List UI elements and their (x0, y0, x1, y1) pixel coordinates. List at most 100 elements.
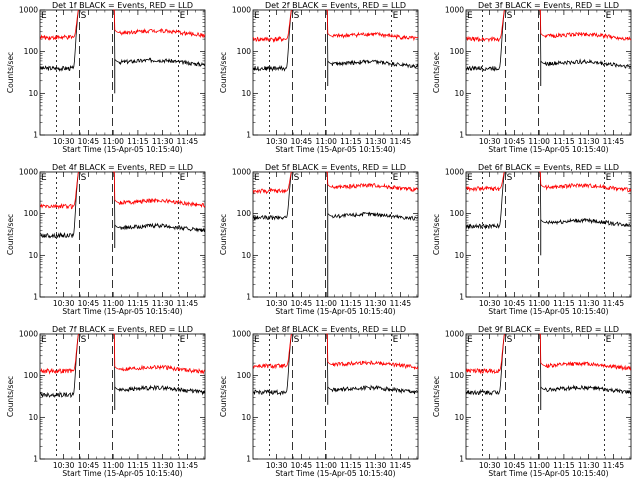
x-tick-label: 11:00 (315, 137, 337, 146)
y-tick-label: 1 (246, 455, 251, 464)
series-lld-pre (39, 171, 79, 210)
y-tick-label: 100 (237, 47, 252, 56)
series-lld-pre (40, 333, 79, 375)
series-lld-post (326, 9, 419, 42)
x-tick-label: 10:30 (479, 461, 501, 470)
plot-frame (252, 333, 419, 460)
marker-label-end: E (606, 173, 612, 183)
y-tick-label: 1 (33, 293, 38, 302)
marker-label-left: E (467, 11, 473, 21)
x-tick-label: 10:45 (504, 299, 526, 308)
marker-label-end: E (180, 173, 186, 183)
series-events-post (539, 333, 632, 396)
y-tick-label: 1 (459, 131, 464, 140)
x-axis-label: Start Time (15-Apr-05 10:15:40) (488, 307, 608, 316)
y-axis-label: Counts/sec (432, 214, 441, 255)
plot-frame (39, 333, 206, 460)
series-events-post (539, 171, 632, 228)
x-tick-label: 10:30 (266, 299, 288, 308)
x-tick-label: 10:45 (291, 299, 313, 308)
x-tick-label: 11:45 (603, 299, 625, 308)
y-tick-label: 10 (28, 251, 38, 260)
series-events-post (113, 171, 206, 233)
series-events-pre (253, 333, 292, 397)
x-axis-label: Start Time (15-Apr-05 10:15:40) (488, 145, 608, 154)
panel-det-9: Det 9f BLACK = Events, RED = LLD 1 10 100 10… (432, 325, 632, 478)
x-tick-label: 11:00 (528, 137, 550, 146)
series-lld-pre (252, 9, 292, 43)
y-axis-label: Counts/sec (6, 52, 15, 93)
y-tick-label: 1 (33, 455, 38, 464)
marker-label-start: S (81, 11, 87, 21)
panel-det-8: Det 8f BLACK = Events, RED = LLD 1 10 100 10… (219, 325, 419, 478)
x-tick-label: 11:00 (315, 461, 337, 470)
x-tick-label: 10:30 (53, 299, 75, 308)
y-tick-label: 1 (459, 455, 464, 464)
x-tick-label: 11:30 (152, 299, 174, 308)
x-axis-label: Start Time (15-Apr-05 10:15:40) (275, 469, 395, 478)
plot-frame (252, 9, 419, 136)
y-tick-label: 100 (24, 371, 39, 380)
y-tick-label: 1000 (445, 330, 464, 339)
x-tick-label: 10:45 (291, 461, 313, 470)
panel-title: Det 5f BLACK = Events, RED = LLD (265, 163, 406, 172)
x-tick-label: 11:30 (365, 461, 387, 470)
series-lld-post (113, 333, 206, 375)
panel-det-5: Det 5f BLACK = Events, RED = LLD 1 10 100 10… (219, 163, 419, 316)
y-tick-label: 1000 (232, 168, 251, 177)
y-tick-label: 10 (241, 89, 251, 98)
x-tick-label: 11:45 (390, 461, 412, 470)
x-tick-label: 10:45 (78, 137, 100, 146)
series-lld-pre (466, 9, 505, 43)
x-tick-label: 10:30 (266, 137, 288, 146)
panel-det-6: Det 6f BLACK = Events, RED = LLD 1 10 100 10… (432, 163, 632, 316)
x-axis-label: Start Time (15-Apr-05 10:15:40) (275, 145, 395, 154)
series-lld-post (539, 9, 632, 42)
marker-label-left: E (254, 11, 260, 21)
x-tick-label: 11:45 (390, 299, 412, 308)
x-axis-label: Start Time (15-Apr-05 10:15:40) (62, 469, 182, 478)
marker-label-start: S (507, 335, 513, 345)
x-tick-label: 10:30 (479, 137, 501, 146)
marker-label-start: S (294, 173, 300, 183)
y-tick-label: 10 (241, 413, 251, 422)
y-tick-label: 100 (450, 209, 465, 218)
plot-frame (465, 333, 632, 460)
y-tick-label: 1000 (19, 168, 38, 177)
panel-det-7: Det 7f BLACK = Events, RED = LLD 1 10 100 10… (6, 325, 206, 478)
x-tick-label: 11:45 (390, 137, 412, 146)
marker-label-start: S (507, 11, 513, 21)
y-axis-label: Counts/sec (219, 52, 228, 93)
x-tick-label: 11:30 (152, 137, 174, 146)
series-lld-post (539, 171, 632, 193)
x-tick-label: 10:45 (78, 461, 100, 470)
series-lld-pre (465, 333, 505, 375)
panel-title: Det 8f BLACK = Events, RED = LLD (265, 325, 406, 334)
y-tick-label: 1000 (232, 6, 251, 15)
y-axis-label: Counts/sec (219, 214, 228, 255)
x-tick-label: 11:00 (102, 299, 124, 308)
series-events-pre (39, 333, 79, 399)
series-lld-post (539, 333, 632, 371)
y-tick-label: 100 (237, 209, 252, 218)
panel-det-2: Det 2f BLACK = Events, RED = LLD 1 10 100 10… (219, 1, 419, 154)
plot-frame (252, 171, 419, 298)
series-lld-pre (39, 9, 79, 41)
x-tick-label: 10:45 (504, 461, 526, 470)
series-events-pre (252, 171, 292, 221)
x-tick-label: 11:45 (177, 461, 199, 470)
x-tick-label: 11:15 (340, 461, 362, 470)
series-events-post (539, 9, 632, 69)
y-tick-label: 10 (454, 89, 464, 98)
marker-label-end: E (180, 11, 186, 21)
x-tick-label: 11:15 (127, 299, 149, 308)
marker-label-end: E (180, 335, 186, 345)
series-events-pre (465, 171, 505, 230)
series-events-pre (39, 9, 79, 72)
series-lld-pre (252, 333, 292, 370)
y-tick-label: 100 (237, 371, 252, 380)
panel-det-4: Det 4f BLACK = Events, RED = LLD 1 10 100 10… (6, 163, 206, 316)
plot-frame (39, 9, 206, 136)
series-events-post (326, 333, 419, 395)
y-tick-label: 100 (450, 47, 465, 56)
